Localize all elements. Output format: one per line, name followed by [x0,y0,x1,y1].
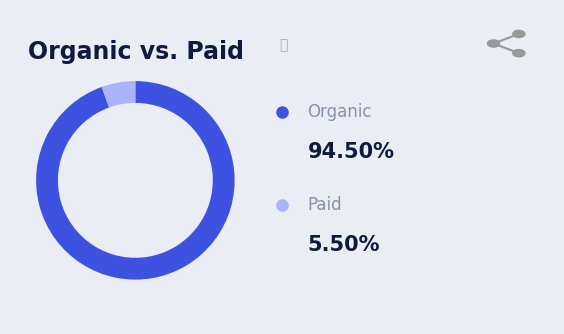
Circle shape [513,49,525,57]
Text: Organic vs. Paid: Organic vs. Paid [28,40,244,64]
Circle shape [513,30,525,37]
Text: Organic: Organic [307,103,372,121]
Text: Paid: Paid [307,196,342,214]
Wedge shape [36,81,235,280]
Circle shape [487,40,500,47]
Text: 5.50%: 5.50% [307,235,380,256]
Text: ⓘ: ⓘ [279,38,288,52]
Text: 94.50%: 94.50% [307,142,394,162]
Wedge shape [102,81,135,108]
